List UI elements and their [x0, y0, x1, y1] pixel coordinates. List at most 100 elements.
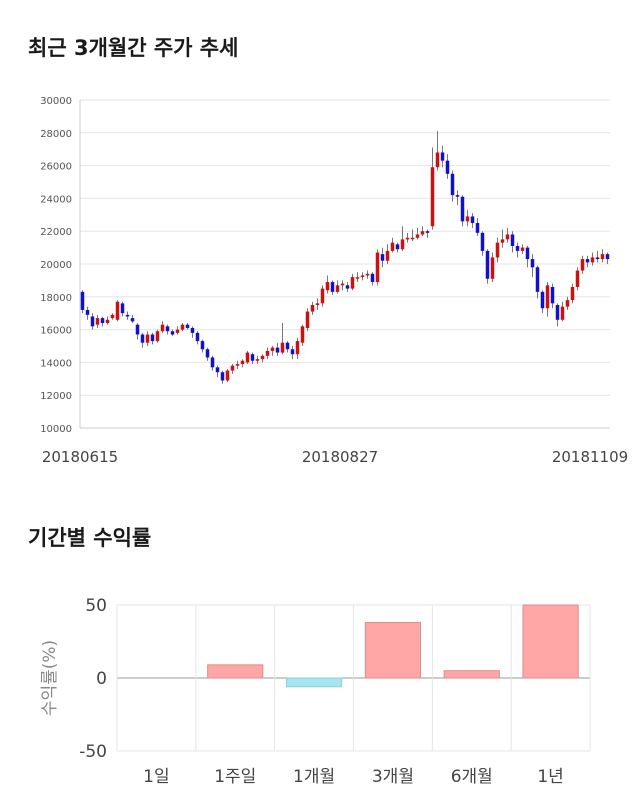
candle-body	[280, 342, 285, 353]
candle	[280, 323, 285, 355]
y-tick-label: 28000	[40, 129, 72, 140]
candle-body	[155, 331, 160, 342]
candle	[355, 272, 360, 283]
candle	[510, 231, 515, 253]
candle-body	[300, 326, 305, 343]
candle-body	[270, 347, 275, 351]
return-bar	[364, 622, 422, 679]
candle	[415, 227, 420, 240]
candle	[230, 364, 235, 374]
candle-body	[450, 173, 455, 196]
candle	[330, 280, 335, 296]
candle	[95, 314, 100, 328]
candle	[315, 298, 320, 310]
candle-body	[490, 257, 495, 279]
candle	[295, 337, 300, 360]
candle	[500, 229, 505, 248]
y-tick-label: 0	[96, 669, 107, 689]
candle-body	[410, 237, 415, 240]
candle-body	[255, 359, 260, 361]
candle	[210, 355, 215, 371]
candle	[520, 244, 525, 255]
candle-body	[165, 326, 170, 332]
candle	[220, 370, 225, 384]
stock-trend-title: 최근 3개월간 주가 추세	[28, 36, 239, 60]
candle	[195, 331, 200, 345]
candle-body	[525, 247, 530, 260]
candle-body	[570, 286, 575, 301]
candle-body	[90, 316, 95, 327]
candle	[160, 321, 165, 333]
candle	[215, 365, 220, 378]
candle	[605, 252, 610, 264]
candle	[115, 300, 120, 322]
return-bar	[285, 677, 343, 688]
return-bar	[522, 604, 579, 679]
candle-body	[445, 160, 450, 174]
x-tick-label: 20180827	[302, 448, 378, 466]
candle	[175, 326, 180, 335]
candle-body	[175, 329, 180, 333]
candle-body	[325, 282, 330, 291]
candle-body	[130, 318, 135, 322]
y-tick-label: 24000	[40, 194, 72, 205]
candle-body	[95, 318, 100, 325]
candle	[125, 311, 130, 320]
candle	[130, 314, 135, 324]
y-tick-label: 22000	[40, 227, 72, 238]
x-tick-label: 1주일	[214, 767, 256, 787]
candle-body	[420, 231, 425, 235]
y-tick-label: 18000	[40, 293, 72, 304]
x-tick-label: 1일	[143, 767, 169, 787]
candle	[205, 347, 210, 361]
y-tick-label: 14000	[40, 358, 72, 369]
candle	[505, 227, 510, 243]
candle-body	[550, 286, 555, 304]
candle	[370, 272, 375, 286]
candle-body	[365, 273, 370, 276]
y-tick-label: 50	[85, 596, 107, 616]
candle	[515, 242, 520, 258]
candle	[455, 190, 460, 205]
candle-body	[100, 318, 105, 324]
candle-body	[290, 349, 295, 355]
candle	[600, 249, 605, 263]
candle	[490, 252, 495, 283]
candle	[535, 265, 540, 299]
candle-body	[405, 237, 410, 240]
candle	[180, 323, 185, 332]
candle	[475, 218, 480, 237]
x-tick-label: 20180615	[42, 448, 118, 466]
candle-body	[295, 341, 300, 355]
x-tick-label: 1개월	[293, 767, 335, 787]
candle	[155, 329, 160, 343]
candle-body	[400, 239, 405, 250]
candle	[440, 145, 445, 168]
candle-body	[305, 311, 310, 328]
candle	[485, 249, 490, 284]
candle-body	[150, 334, 155, 342]
candle-body	[320, 288, 325, 304]
candle-body	[210, 357, 215, 368]
candle	[425, 229, 430, 238]
candle-body	[235, 364, 240, 366]
candle	[110, 313, 115, 320]
candle	[460, 195, 465, 227]
candle	[395, 242, 400, 253]
candle	[100, 316, 105, 327]
candle	[190, 326, 195, 338]
candle	[375, 249, 380, 286]
candle	[255, 355, 260, 365]
return-bar	[443, 670, 500, 679]
candle-body	[80, 291, 85, 310]
x-tick-label: 20181109	[552, 448, 628, 466]
candle-body	[345, 285, 350, 289]
candle-body	[580, 259, 585, 271]
candle-body	[250, 354, 255, 361]
candle	[140, 332, 145, 348]
candle	[470, 213, 475, 228]
candle-body	[555, 305, 560, 320]
candle	[240, 359, 245, 368]
candle-body	[515, 245, 520, 251]
candle-body	[460, 196, 465, 222]
